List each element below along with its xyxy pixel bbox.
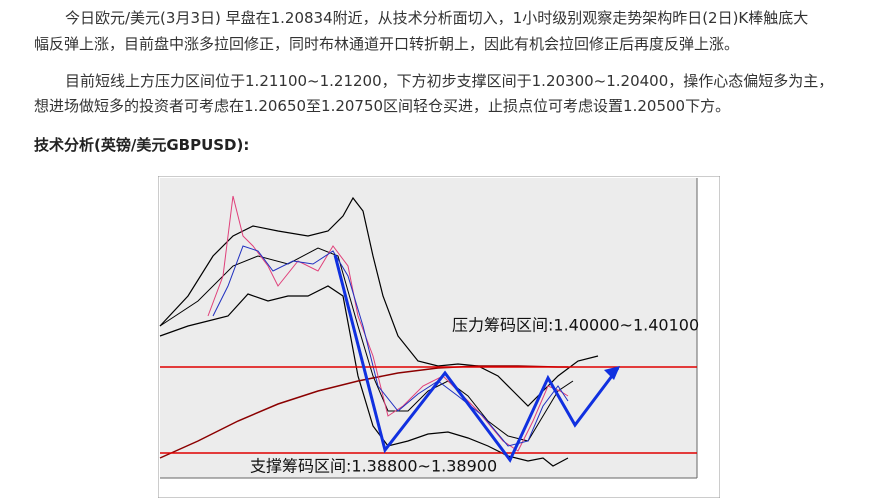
label-backdrop (248, 455, 498, 477)
bollinger-upper (159, 196, 599, 407)
paragraph-line: 幅反弹上涨，目前盘中涨多拉回修正，同时布林通道开口转折朝上，因此有机会拉回修正后… (34, 35, 740, 53)
price-line (212, 245, 569, 447)
resistance-annotation: 压力筹码区间:1.40000~1.40100 (452, 316, 699, 335)
paragraph-line: 目前短线上方压力区间位于1.21100~1.21200，下方初步支撑区间于1.2… (65, 72, 834, 90)
paragraph-line: 今日欧元/美元(3月3日) 早盘在1.20834附近，从技术分析面切入，1小时级… (65, 9, 809, 27)
price-line (207, 195, 569, 452)
section-heading: 技术分析(英镑/美元GBPUSD): (34, 136, 250, 154)
arrow-head (604, 366, 620, 380)
trend-arrow (333, 254, 620, 463)
paragraph-line: 想进场做短多的投资者可考虑在1.20650至1.20750区间轻仓买进，止损点位… (34, 97, 731, 115)
bollinger-lower (159, 285, 569, 467)
support-annotation: 支撑筹码区间:1.38800~1.38900 (250, 457, 497, 476)
chart-image: 压力筹码区间:1.40000~1.40100 支撑筹码区间:1.38800~1.… (158, 176, 720, 498)
